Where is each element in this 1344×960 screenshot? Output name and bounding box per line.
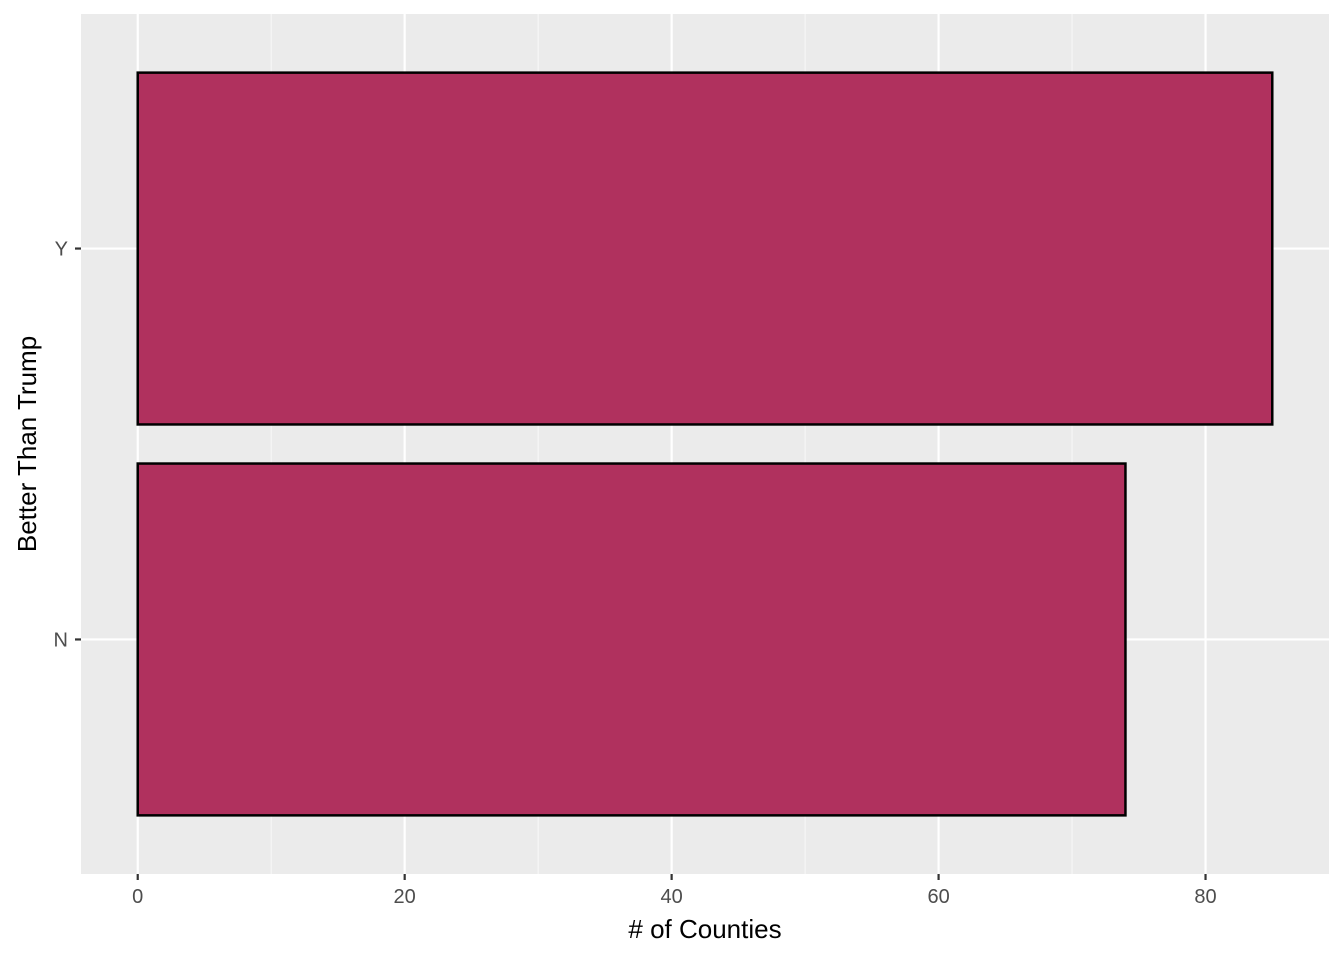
y-axis-title: Better Than Trump	[12, 336, 42, 552]
bar-n	[136, 462, 1127, 817]
x-tick-label: 0	[132, 886, 143, 908]
bar-y	[136, 71, 1274, 426]
x-axis-title: # of Counties	[628, 914, 781, 944]
x-axis-ticks: 0 20 40 60 80	[132, 874, 1217, 908]
x-tick-label: 40	[661, 886, 683, 908]
bars	[136, 71, 1274, 817]
x-tick-label: 60	[927, 886, 949, 908]
y-axis-ticks: NY	[54, 239, 81, 651]
x-tick-label: 20	[394, 886, 416, 908]
y-tick-label: Y	[55, 239, 68, 261]
y-tick-label: N	[54, 629, 68, 651]
x-tick-label: 80	[1194, 886, 1216, 908]
